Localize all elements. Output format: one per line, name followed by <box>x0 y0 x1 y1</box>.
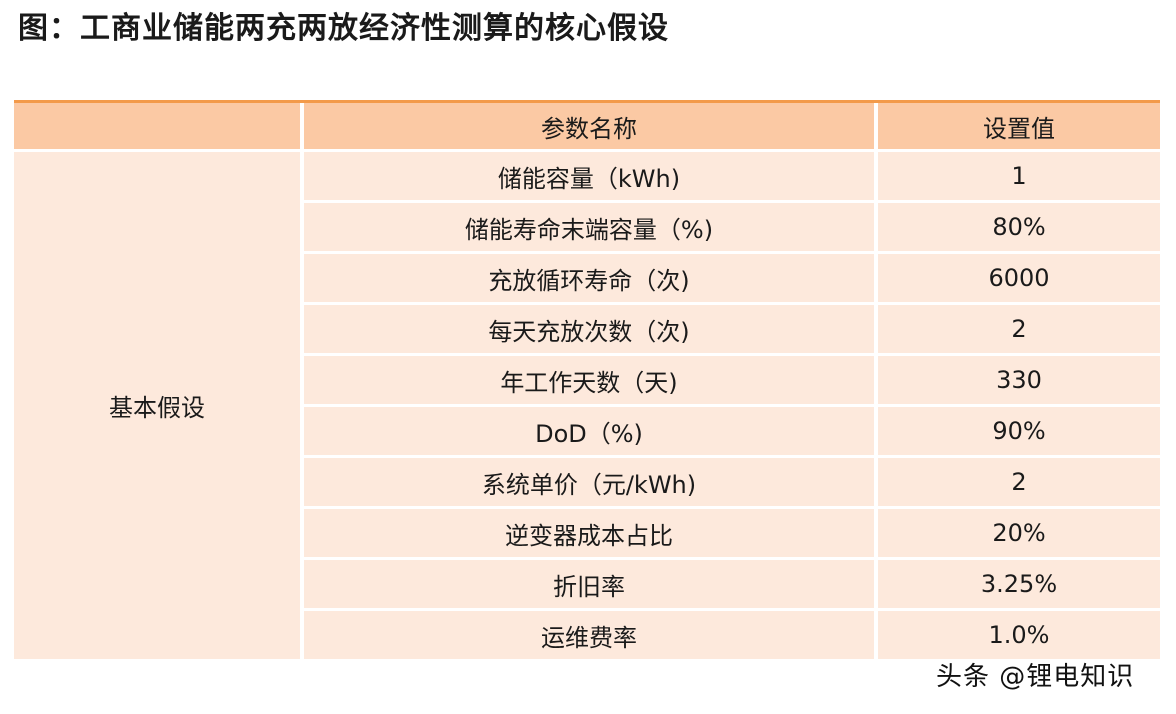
param-value: 2 <box>878 305 1160 353</box>
assumptions-table: 参数名称 设置值 基本假设 储能容量（kWh) 1 储能寿命末端容量（%) 80… <box>10 100 1164 662</box>
param-value: 20% <box>878 509 1160 557</box>
param-name: 储能容量（kWh) <box>304 152 874 200</box>
param-value: 2 <box>878 458 1160 506</box>
header-value: 设置值 <box>878 103 1160 149</box>
param-name: 充放循环寿命（次) <box>304 254 874 302</box>
table-row: 逆变器成本占比 20% <box>14 509 1160 557</box>
top-rule <box>14 100 1160 103</box>
param-value: 80% <box>878 203 1160 251</box>
table-row: 运维费率 1.0% <box>14 611 1160 659</box>
param-name: DoD（%) <box>304 407 874 455</box>
table-row: 基本假设 储能容量（kWh) 1 <box>14 152 1160 659</box>
table-row: DoD（%) 90% <box>14 407 1160 455</box>
table-row: 充放循环寿命（次) 6000 <box>14 254 1160 302</box>
param-value: 1.0% <box>878 611 1160 659</box>
table-header-row: 参数名称 设置值 <box>14 103 1160 149</box>
table-row: 每天充放次数（次) 2 <box>14 305 1160 353</box>
param-name: 年工作天数（天) <box>304 356 874 404</box>
param-name: 逆变器成本占比 <box>304 509 874 557</box>
page-title: 图：工商业储能两充两放经济性测算的核心假设 <box>18 11 669 46</box>
header-category <box>14 103 300 149</box>
header-param-name: 参数名称 <box>304 103 874 149</box>
param-name: 储能寿命末端容量（%) <box>304 203 874 251</box>
table-row: 系统单价（元/kWh) 2 <box>14 458 1160 506</box>
table-row: 折旧率 3.25% <box>14 560 1160 608</box>
param-value: 1 <box>878 152 1160 200</box>
watermark: 头条 @锂电知识 <box>936 662 1135 692</box>
table-row: 年工作天数（天) 330 <box>14 356 1160 404</box>
param-name: 系统单价（元/kWh) <box>304 458 874 506</box>
param-value: 3.25% <box>878 560 1160 608</box>
param-value: 90% <box>878 407 1160 455</box>
table-row: 储能寿命末端容量（%) 80% <box>14 203 1160 251</box>
param-name: 每天充放次数（次) <box>304 305 874 353</box>
param-name: 折旧率 <box>304 560 874 608</box>
category-cell: 基本假设 <box>14 152 300 659</box>
param-name: 运维费率 <box>304 611 874 659</box>
param-value: 6000 <box>878 254 1160 302</box>
param-value: 330 <box>878 356 1160 404</box>
